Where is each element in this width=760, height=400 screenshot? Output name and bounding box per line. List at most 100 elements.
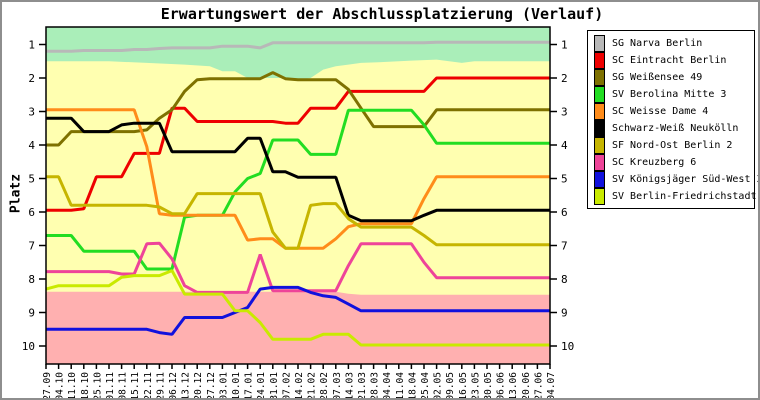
x-tick-label: 23.05 bbox=[470, 372, 481, 400]
legend-item: SC Weisse Dame 4 bbox=[594, 103, 754, 120]
x-tick-label: 29.11 bbox=[155, 372, 166, 400]
x-tick-label: 30.05 bbox=[483, 372, 494, 400]
legend-swatch bbox=[594, 120, 605, 137]
series-line-9 bbox=[45, 269, 550, 347]
x-tick-label: 07.03 bbox=[332, 372, 343, 400]
x-tick-label: 21.03 bbox=[357, 372, 368, 400]
y-tick-label-left: 1 bbox=[28, 39, 35, 52]
x-tick-label: 04.07 bbox=[546, 372, 557, 400]
legend: SG Narva Berlin SC Eintracht Berlin SG Wei… bbox=[587, 30, 758, 209]
series-line-5 bbox=[46, 116, 550, 223]
x-tick-label: 14.02 bbox=[294, 372, 305, 400]
series-line-0 bbox=[46, 40, 550, 53]
promotion-zone bbox=[46, 27, 550, 80]
y-tick-label-right: 7 bbox=[561, 240, 568, 253]
x-tick-label: 11.04 bbox=[395, 372, 406, 400]
x-tick-label: 13.12 bbox=[181, 372, 192, 400]
y-tick-label-right: 2 bbox=[561, 72, 568, 85]
x-tick-label: 08.11 bbox=[118, 372, 129, 400]
y-tick-label-left: 7 bbox=[28, 240, 35, 253]
x-tick-label: 01.11 bbox=[105, 372, 116, 400]
legend-swatch bbox=[594, 103, 605, 120]
chart-title: Erwartungswert der Abschlussplatzierung … bbox=[160, 5, 604, 23]
legend-swatch bbox=[594, 188, 605, 205]
x-tick-label: 02.05 bbox=[433, 372, 444, 400]
x-tick-label: 20.06 bbox=[521, 372, 532, 400]
y-tick-label-left: 5 bbox=[28, 173, 35, 186]
legend-swatch bbox=[594, 35, 605, 52]
x-tick-label: 03.01 bbox=[218, 372, 229, 400]
x-tick-label: 06.06 bbox=[496, 372, 507, 400]
series-line-7 bbox=[46, 241, 550, 294]
y-tick-label-left: 3 bbox=[28, 106, 35, 119]
y-tick-label-right: 4 bbox=[561, 139, 568, 152]
x-tick-label: 31.01 bbox=[269, 372, 280, 400]
y-tick-label-right: 9 bbox=[561, 307, 568, 320]
legend-item-label: SV Königsjäger Süd-West 3 bbox=[612, 174, 760, 185]
x-tick-label: 17.01 bbox=[244, 372, 255, 400]
x-tick-label: 09.05 bbox=[445, 372, 456, 400]
x-tick-label: 21.02 bbox=[307, 372, 318, 400]
y-tick-label-right: 1 bbox=[561, 39, 568, 52]
legend-item-label: SC Kreuzberg 6 bbox=[612, 157, 697, 168]
legend-item: SC Kreuzberg 6 bbox=[594, 154, 754, 171]
x-tick-label: 28.03 bbox=[370, 372, 381, 400]
legend-swatch bbox=[594, 52, 605, 69]
y-tick-label-left: 9 bbox=[28, 307, 35, 320]
series-line-8 bbox=[46, 285, 550, 336]
x-tick-label: 16.05 bbox=[458, 372, 469, 400]
y-tick-label-right: 6 bbox=[561, 206, 568, 219]
series-line-1 bbox=[46, 76, 550, 212]
x-tick-label: 07.02 bbox=[281, 372, 292, 400]
x-tick-label: 14.03 bbox=[344, 372, 355, 400]
legend-item: SG Weißensee 49 bbox=[594, 69, 754, 86]
legend-item: SV Berolina Mitte 3 bbox=[594, 86, 754, 103]
y-tick-label-left: 6 bbox=[28, 206, 35, 219]
legend-swatch bbox=[594, 171, 605, 188]
legend-item-label: SF Nord-Ost Berlin 2 bbox=[612, 140, 733, 151]
x-tick-label: 04.04 bbox=[382, 372, 393, 400]
legend-swatch bbox=[594, 86, 605, 103]
y-tick-label-left: 4 bbox=[28, 139, 35, 152]
series-line-2 bbox=[46, 71, 550, 147]
x-tick-label: 27.12 bbox=[206, 372, 217, 400]
x-tick-label: 28.02 bbox=[319, 372, 330, 400]
y-tick-label-right: 3 bbox=[561, 106, 568, 119]
y-tick-label-right: 8 bbox=[561, 273, 568, 286]
legend-item: SV Berlin-Friedrichstadt bbox=[594, 188, 757, 205]
x-tick-label: 22.11 bbox=[143, 372, 154, 400]
x-tick-label: 20.12 bbox=[193, 372, 204, 400]
legend-item-label: SG Narva Berlin bbox=[612, 38, 703, 49]
x-tick-label: 25.10 bbox=[92, 372, 103, 400]
legend-swatch bbox=[594, 69, 605, 86]
x-tick-label: 06.12 bbox=[168, 372, 179, 400]
y-tick-label-left: 8 bbox=[28, 273, 35, 286]
legend-item-label: Schwarz-Weiß Neukölln bbox=[612, 123, 739, 134]
series-line-3 bbox=[46, 108, 550, 271]
x-tick-label: 04.10 bbox=[55, 372, 66, 400]
legend-swatch bbox=[594, 154, 605, 171]
x-tick-label: 18.04 bbox=[407, 372, 418, 400]
x-tick-label: 15.11 bbox=[130, 372, 141, 400]
legend-item-label: SV Berlin-Friedrichstadt bbox=[612, 191, 757, 202]
legend-item: SG Narva Berlin bbox=[594, 35, 754, 52]
legend-item-label: SG Weißensee 49 bbox=[612, 72, 703, 83]
y-tick-label-left: 2 bbox=[28, 72, 35, 85]
legend-item: Schwarz-Weiß Neukölln bbox=[594, 120, 754, 137]
x-tick-label: 24.01 bbox=[256, 372, 267, 400]
x-tick-label: 25.04 bbox=[420, 372, 431, 400]
x-tick-label: 27.09 bbox=[42, 372, 53, 400]
x-tick-label: 11.10 bbox=[67, 372, 78, 400]
legend-item: SV Königsjäger Süd-West 3 bbox=[594, 171, 758, 188]
y-tick-label-right: 5 bbox=[561, 173, 568, 186]
x-tick-label: 18.10 bbox=[80, 372, 91, 400]
x-tick-label: 27.06 bbox=[533, 372, 544, 400]
x-tick-label: 13.06 bbox=[508, 372, 519, 400]
legend-item: SC Eintracht Berlin bbox=[594, 52, 754, 69]
legend-item-label: SV Berolina Mitte 3 bbox=[612, 89, 727, 100]
legend-item-label: SC Weisse Dame 4 bbox=[612, 106, 709, 117]
x-tick-label: 10.01 bbox=[231, 372, 242, 400]
series-line-6 bbox=[46, 175, 550, 250]
y-tick-label-left: 10 bbox=[22, 340, 35, 353]
